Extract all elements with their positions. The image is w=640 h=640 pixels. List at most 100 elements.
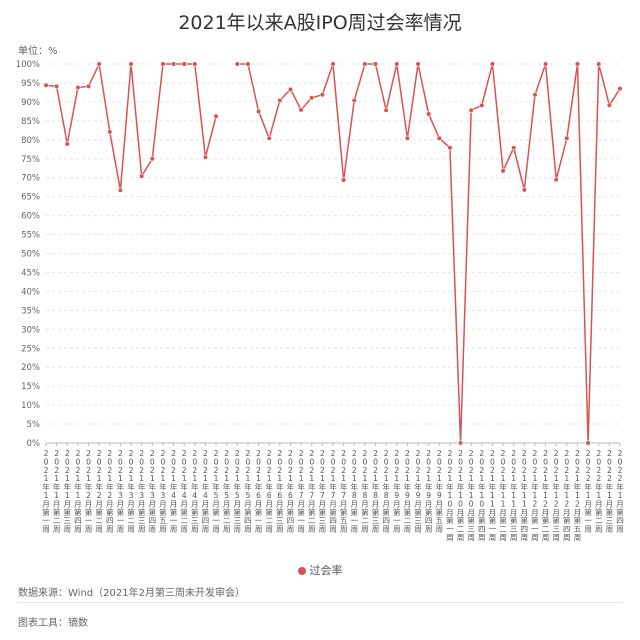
x-tick-label: 2 0 2 1 年 8 月第一周	[350, 449, 358, 534]
data-point[interactable]	[192, 61, 198, 67]
data-point[interactable]	[96, 61, 102, 67]
x-tick-label: 2 0 2 1 年 1 1 月第二周	[499, 449, 507, 542]
data-point[interactable]	[75, 84, 81, 91]
legend-label: 过会率	[309, 564, 343, 577]
data-point[interactable]	[521, 187, 527, 193]
x-tick-label: 2 0 2 1 年 1 2 月第二周	[542, 449, 550, 542]
y-tick-label: 5%	[27, 420, 41, 430]
x-tick-label: 2 0 2 1 年 1 0 月第三周	[467, 449, 475, 542]
x-tick-label: 2 0 2 1 年 7 月第二周	[308, 449, 316, 534]
data-point[interactable]	[234, 61, 240, 67]
y-tick-label: 25%	[21, 344, 40, 354]
legend-marker	[297, 567, 306, 575]
data-point[interactable]	[213, 113, 219, 119]
x-tick-label: 2 0 2 1 年 7 月第一周	[297, 449, 305, 534]
data-point[interactable]	[511, 145, 517, 151]
y-tick-label: 20%	[21, 363, 40, 373]
data-point[interactable]	[139, 173, 145, 179]
x-tick-label: 2 0 2 1 年 3 月第四周	[148, 449, 156, 534]
data-point[interactable]	[266, 135, 272, 141]
x-tick-label: 2 0 2 1 年 6 月第三周	[276, 449, 284, 534]
x-tick-label: 2 0 2 1 年 1 0 月第四周	[478, 449, 486, 542]
data-point[interactable]	[596, 61, 602, 67]
x-tick-label: 2 0 2 1 年 3 月第二周	[127, 449, 135, 534]
x-tick-label: 2 0 2 1 年 1 0 月第二周	[457, 449, 465, 542]
data-point[interactable]	[170, 61, 177, 67]
x-tick-label: 2 0 2 1 年 9 月第三周	[414, 449, 422, 534]
data-point[interactable]	[128, 61, 134, 67]
x-tick-label: 2 0 2 1 年 4 月第三周	[191, 449, 199, 534]
y-tick-label: 0%	[27, 439, 41, 449]
data-point[interactable]	[468, 107, 474, 113]
data-point[interactable]	[255, 108, 262, 114]
data-point[interactable]	[277, 97, 283, 103]
data-point[interactable]	[479, 102, 485, 108]
data-point[interactable]	[574, 61, 581, 67]
data-point[interactable]	[54, 83, 60, 89]
data-point[interactable]	[500, 168, 506, 174]
data-point[interactable]	[362, 61, 368, 67]
data-point[interactable]	[149, 156, 155, 162]
y-tick-label: 70%	[21, 174, 40, 184]
y-tick-label: 45%	[21, 268, 40, 278]
y-tick-label: 85%	[21, 117, 40, 127]
data-point[interactable]	[181, 61, 187, 67]
y-tick-labels: 0% 5% 10% 15% 20% 25% 30% 35% 40% 45% 50% 55% 60% 65%…	[16, 60, 40, 449]
data-point[interactable]	[117, 187, 124, 193]
x-tick-label: 2 0 2 1 年 9 月第五周	[435, 449, 443, 534]
x-tick-label: 2 0 2 1 年 8 月第四周	[382, 449, 390, 534]
data-point[interactable]	[160, 61, 166, 67]
data-point[interactable]	[309, 95, 315, 101]
legend[interactable]: 过会率	[0, 562, 640, 578]
data-point[interactable]	[553, 176, 559, 183]
data-point[interactable]	[64, 141, 70, 147]
y-tick-label: 35%	[21, 306, 40, 316]
x-tick-label: 2 0 2 1 年 2 月第四周	[106, 449, 114, 534]
x-tick-label: 2 0 2 1 年 1 0 月第一周	[446, 449, 454, 542]
data-point[interactable]	[394, 61, 400, 67]
unit-label: 单位：%	[18, 46, 58, 57]
x-tick-label: 2 0 2 1 年 4 月第一周	[170, 449, 178, 534]
data-point[interactable]	[372, 61, 379, 67]
data-point[interactable]	[107, 129, 113, 135]
x-tick-label: 2 0 2 1 年 2 月第一周	[85, 449, 93, 534]
x-tick-label: 2 0 2 1 年 1 月第四周	[74, 449, 82, 534]
x-tick-label: 2 0 2 1 年 3 月第五周	[159, 449, 167, 534]
data-point[interactable]	[383, 107, 389, 113]
data-point[interactable]	[245, 61, 251, 67]
y-tick-label: 50%	[21, 250, 40, 260]
data-point[interactable]	[351, 97, 357, 103]
data-point[interactable]	[341, 177, 347, 183]
data-point[interactable]	[287, 86, 294, 92]
data-point[interactable]	[85, 83, 92, 89]
data-point[interactable]	[606, 102, 612, 108]
x-tick-label: 2 0 2 2 年 1 月第二周	[595, 449, 603, 534]
data-point[interactable]	[585, 440, 591, 446]
x-tick-label: 2 0 2 1 年 7 月第四周	[329, 449, 337, 534]
data-point[interactable]	[330, 61, 336, 67]
x-tick-label: 2 0 2 1 年 5 月第三周	[234, 449, 242, 534]
x-tick-label: 2 0 2 1 年 6 月第四周	[287, 449, 295, 534]
data-point[interactable]	[43, 82, 49, 88]
data-point[interactable]	[457, 440, 464, 446]
x-tick-label: 2 0 2 1 年 6 月第二周	[265, 449, 273, 534]
data-point[interactable]	[564, 135, 570, 141]
data-point[interactable]	[426, 111, 432, 117]
data-point[interactable]	[436, 135, 442, 141]
x-tick-label: 2 0 2 2 年 1 月第一周	[584, 449, 592, 534]
data-point[interactable]	[202, 154, 209, 160]
divider	[18, 602, 622, 603]
data-point[interactable]	[319, 92, 325, 98]
data-point[interactable]	[532, 92, 538, 98]
data-point[interactable]	[489, 61, 496, 67]
y-tick-label: 65%	[21, 193, 40, 203]
data-point[interactable]	[415, 61, 421, 67]
data-point[interactable]	[404, 135, 411, 141]
x-tick-label: 2 0 2 1 年 1 月第二周	[53, 449, 61, 534]
data-point[interactable]	[617, 86, 623, 92]
data-point[interactable]	[542, 61, 549, 67]
data-point[interactable]	[298, 107, 304, 113]
data-point[interactable]	[447, 145, 453, 151]
x-tick-label: 2 0 2 1 年 7 月第五周	[340, 449, 348, 534]
